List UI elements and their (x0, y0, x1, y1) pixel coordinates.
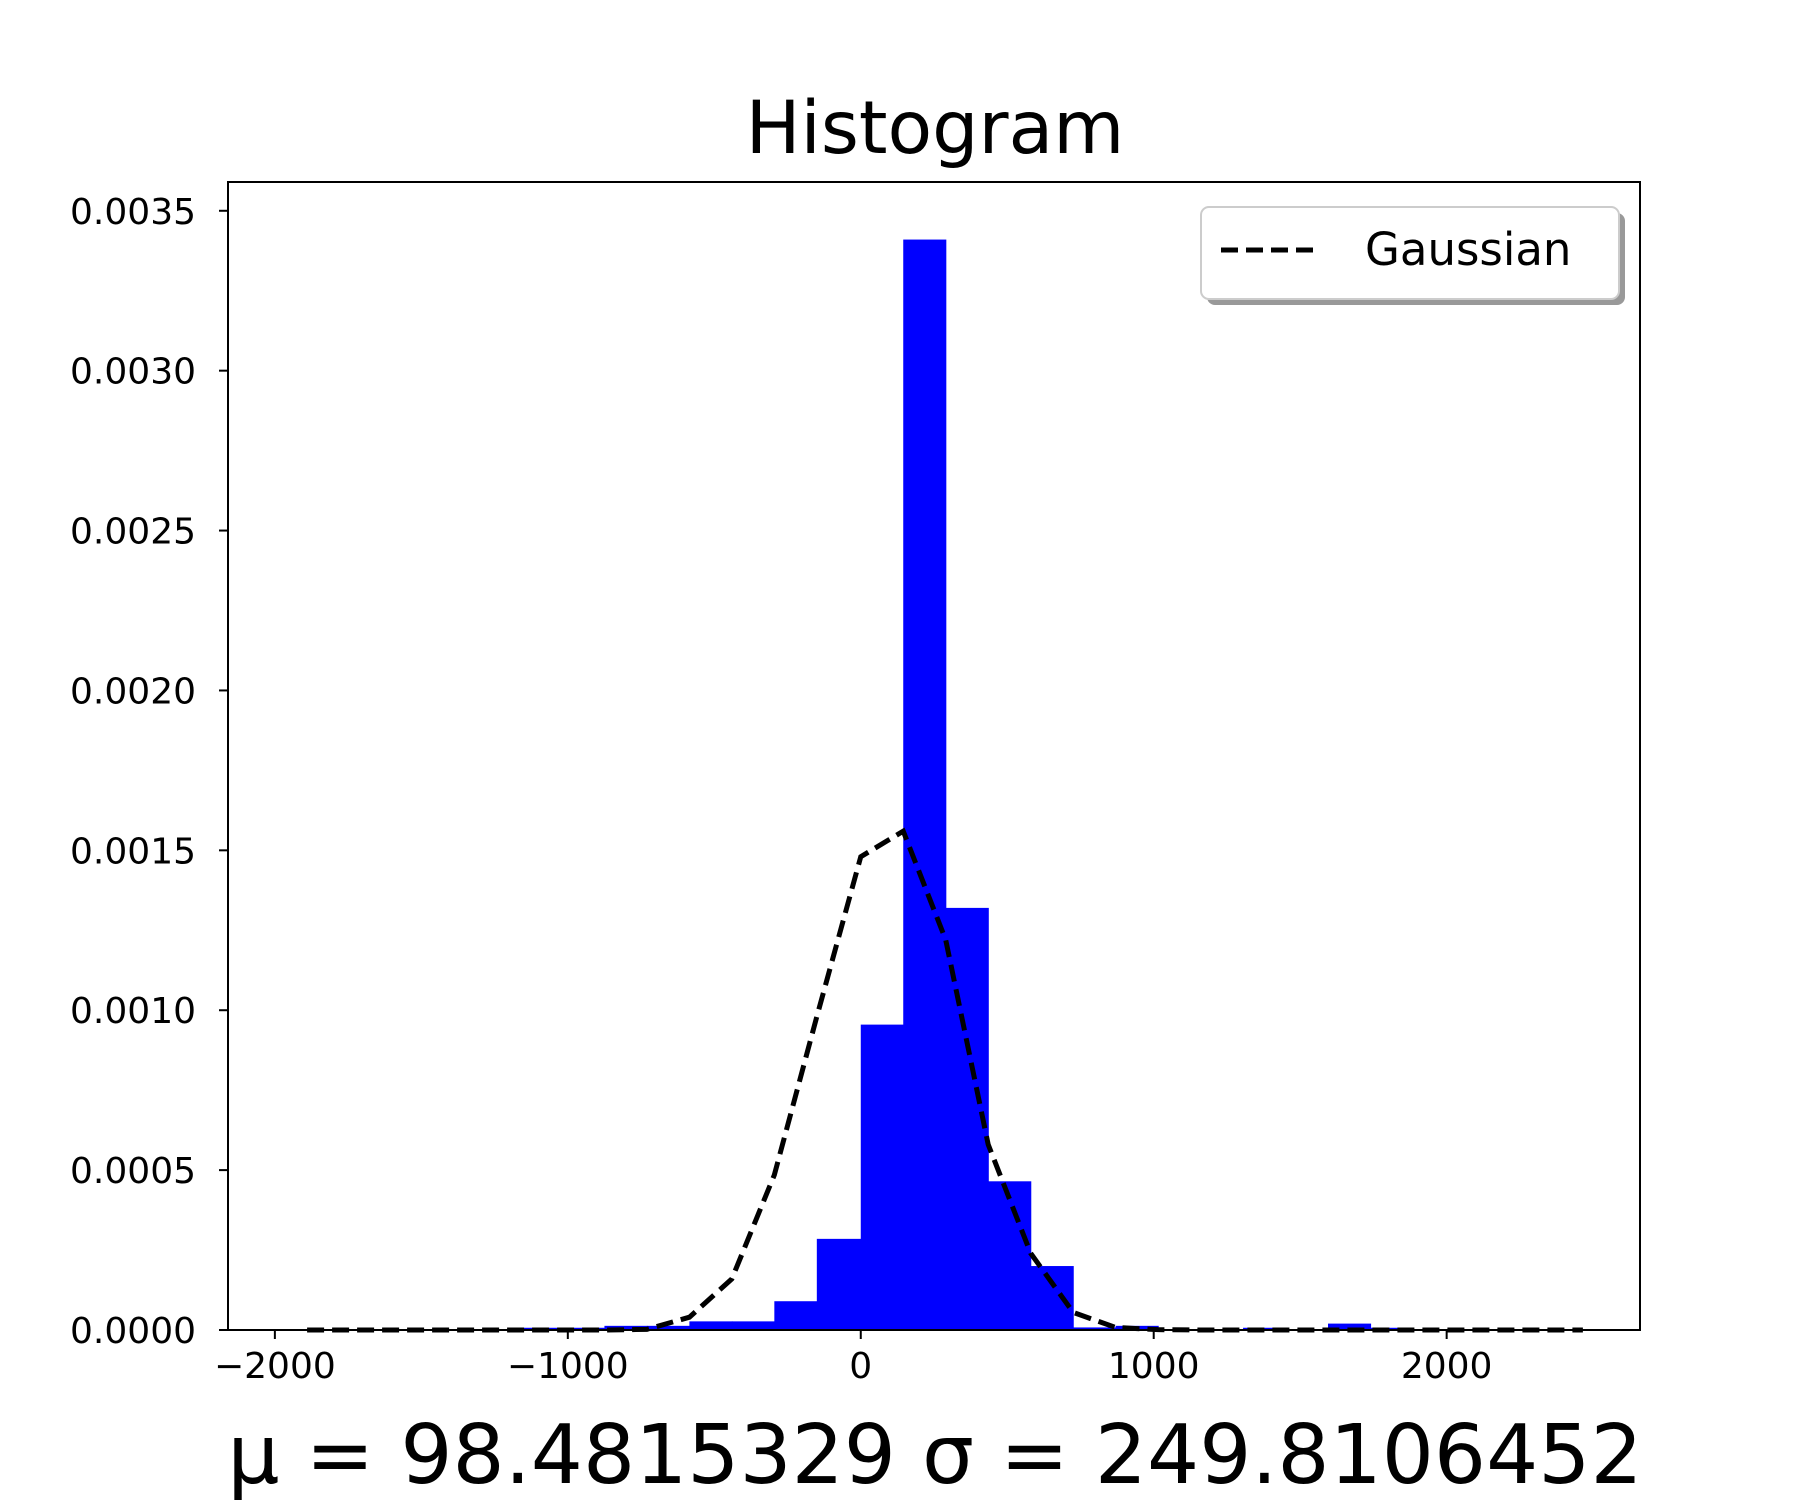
x-tick-label: 0 (849, 1346, 872, 1387)
histogram-bar (860, 1024, 904, 1330)
histogram-bar (1328, 1323, 1372, 1330)
y-tick-label: 0.0005 (70, 1151, 196, 1192)
y-tick-label: 0.0020 (70, 671, 196, 712)
y-tick-label: 0.0030 (70, 352, 196, 393)
y-tick-label: 0.0035 (70, 192, 196, 233)
x-tick-label: −1000 (507, 1346, 629, 1387)
histogram-bar (774, 1301, 818, 1330)
histogram-bar (816, 1238, 862, 1330)
histogram-bar (1073, 1327, 1117, 1330)
histogram-bar (689, 1321, 733, 1330)
x-tick-label: −2000 (214, 1346, 336, 1387)
histogram-bar (988, 1181, 1032, 1330)
legend: Gaussian (1200, 206, 1625, 305)
y-tick-label: 0.0000 (70, 1311, 196, 1352)
histogram-bar (1243, 1327, 1287, 1330)
histogram-bar (1030, 1266, 1074, 1330)
y-tick-label: 0.0015 (70, 831, 196, 872)
y-tick-label: 0.0025 (70, 512, 196, 553)
chart-title: Histogram (746, 86, 1125, 171)
y-tick-label: 0.0010 (70, 991, 196, 1032)
x-tick-label: 2000 (1401, 1346, 1493, 1387)
x-axis: −2000 −1000 0 1000 2000 (214, 1330, 1492, 1387)
legend-label-gaussian: Gaussian (1365, 223, 1571, 276)
histogram-bar (1370, 1327, 1414, 1330)
y-axis: 0.0000 0.0005 0.0010 0.0015 0.0020 0.0025 0.00… (70, 192, 228, 1352)
plot-frame (227, 181, 1641, 1331)
histogram-bar (604, 1325, 648, 1330)
legend-box (1200, 206, 1620, 300)
histogram-bar (646, 1325, 690, 1330)
histogram-bar (903, 239, 947, 1330)
histogram-bar (731, 1321, 775, 1330)
x-tick-label: 1000 (1108, 1346, 1200, 1387)
x-axis-label: μ = 98.4815329 σ = 249.8106452 (227, 1408, 1642, 1500)
